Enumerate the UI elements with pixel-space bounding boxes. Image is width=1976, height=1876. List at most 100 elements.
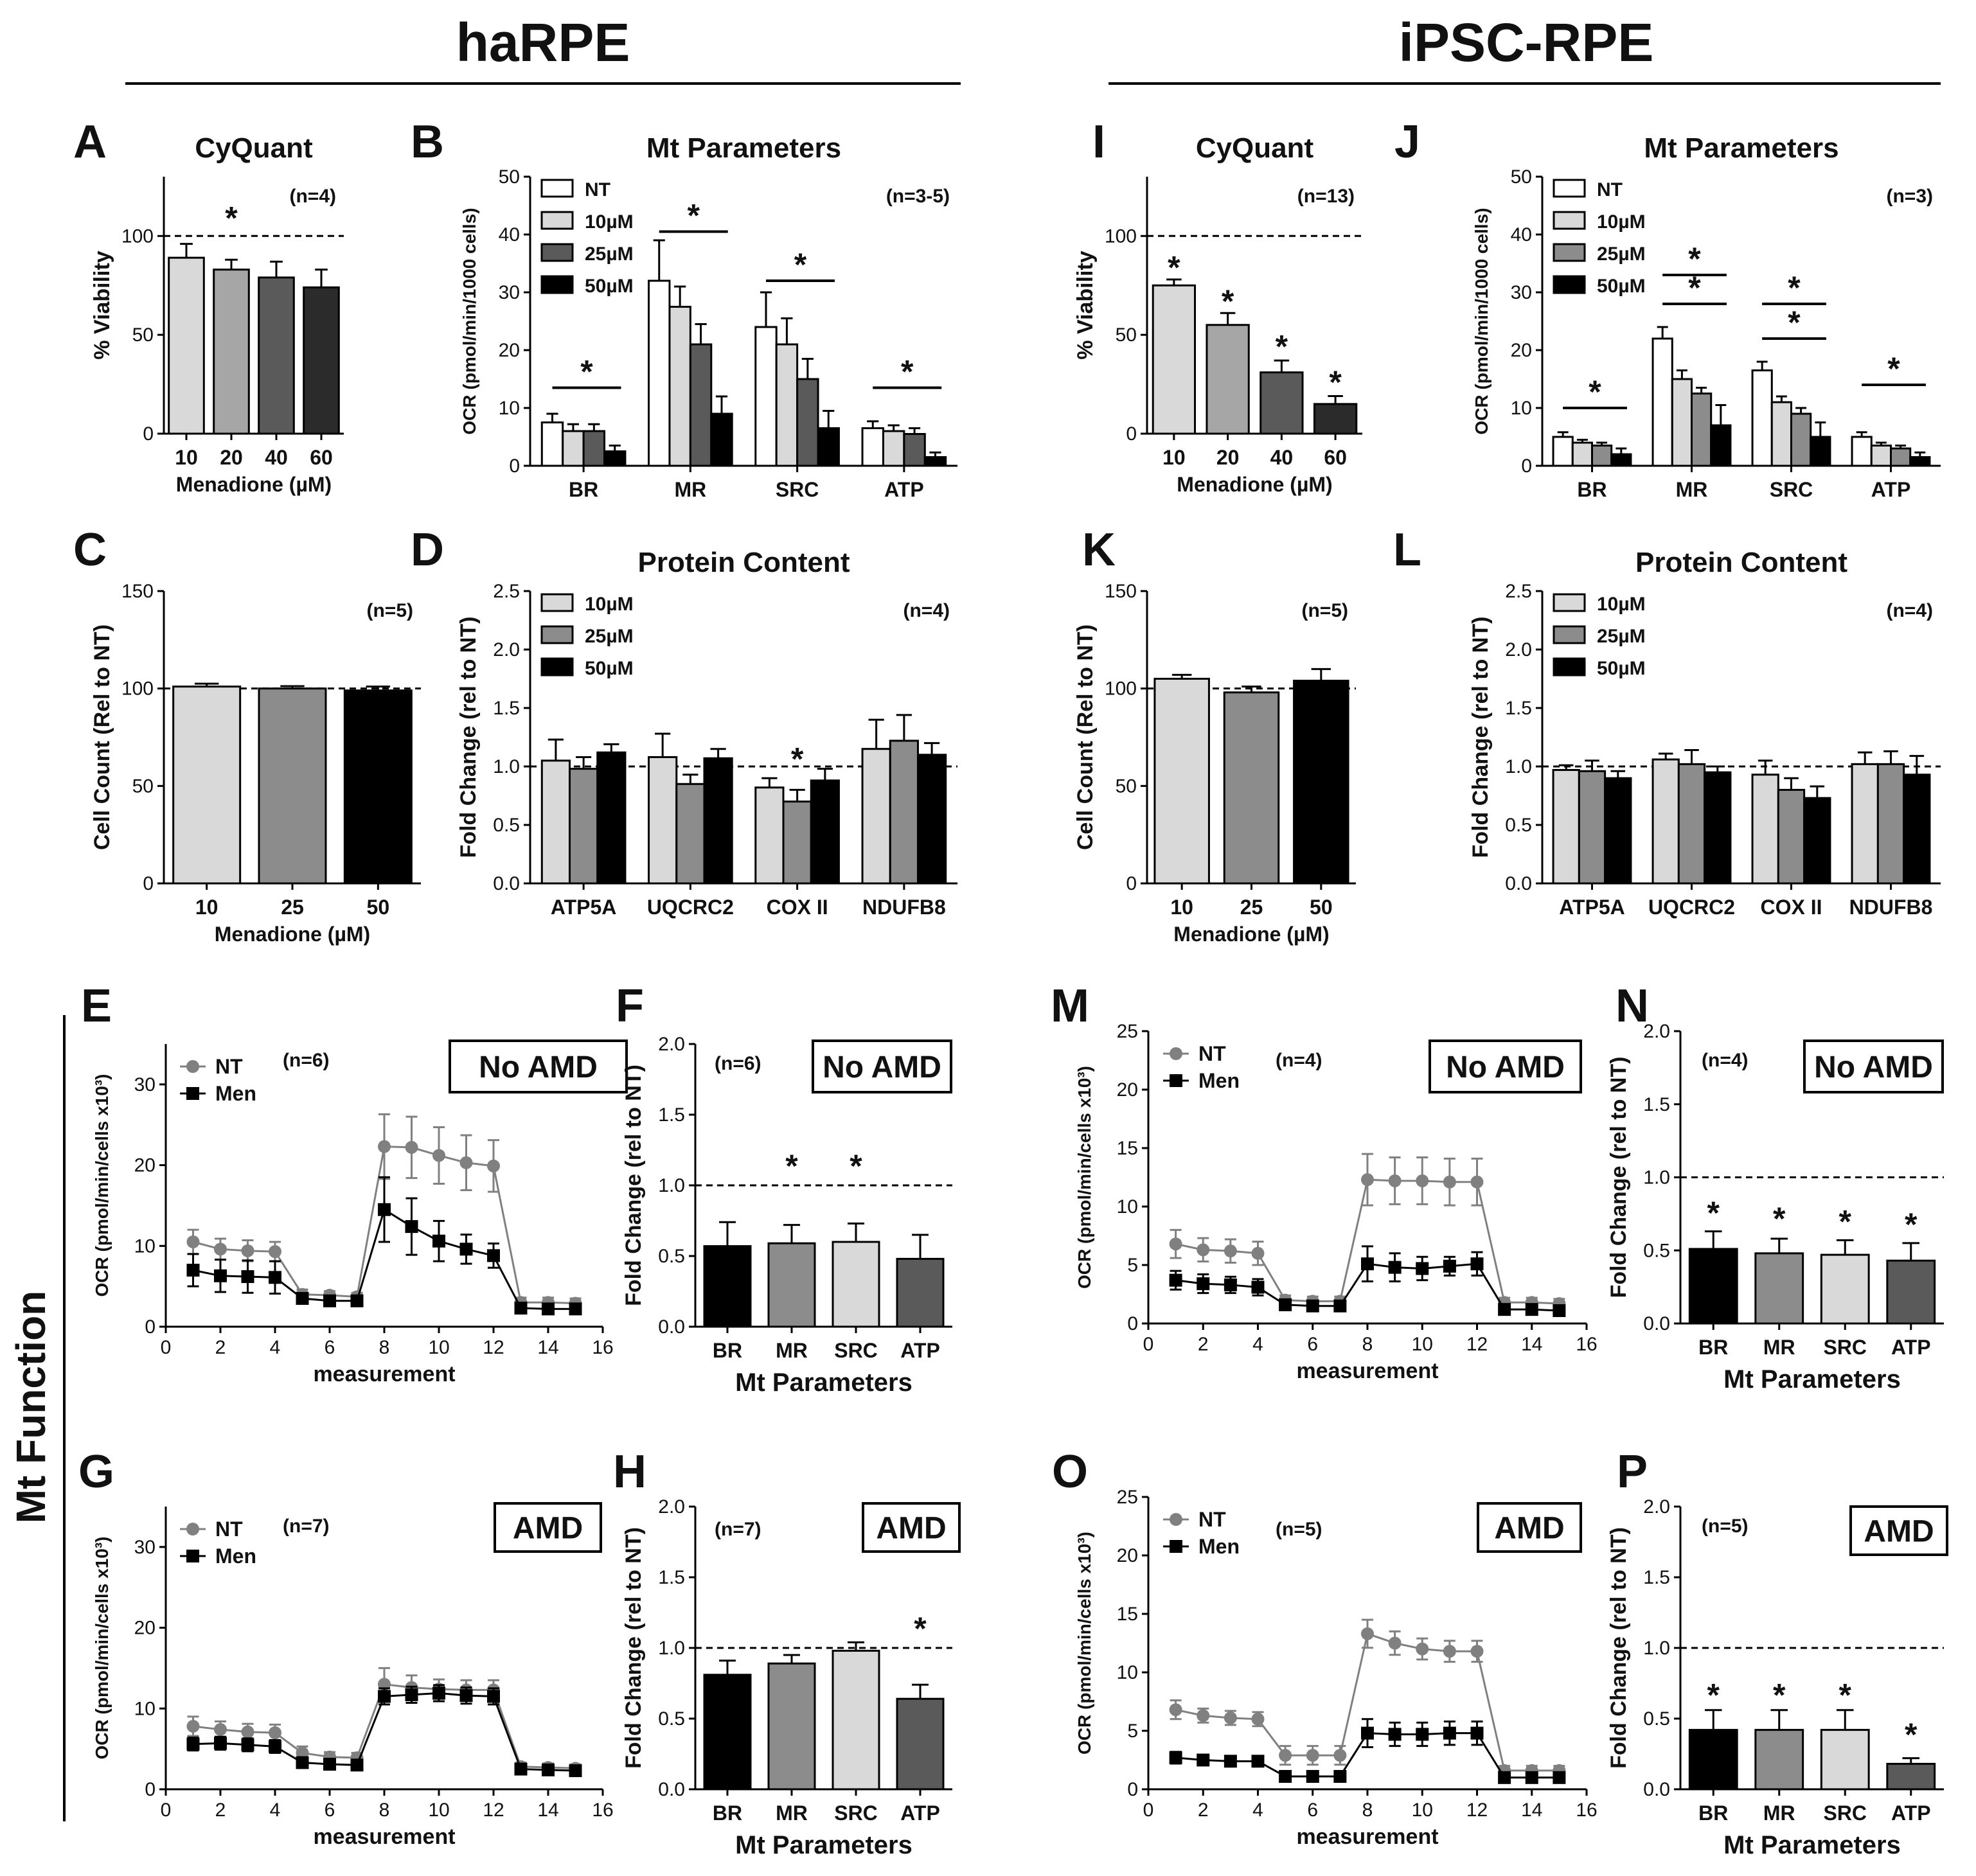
- sample-size: (n=3-5): [886, 186, 950, 207]
- significance-star: *: [1788, 270, 1801, 306]
- x-tick-label: 10: [1412, 1334, 1433, 1355]
- legend-label: Men: [215, 1082, 256, 1105]
- condition-label: No AMD: [1446, 1050, 1565, 1084]
- y-tick-label: 50: [132, 324, 154, 346]
- bar-SRC: [832, 1241, 880, 1328]
- x-tick-label: 2: [215, 1800, 226, 1821]
- svg-text:OCR (pmol/min/cells x10³): OCR (pmol/min/cells x10³): [92, 1537, 112, 1760]
- svg-text:OCR (pmol/min/1000 cells): OCR (pmol/min/1000 cells): [1472, 208, 1491, 434]
- bar-50µM-NDUFB8: [916, 754, 947, 885]
- y-tick-label: 0: [1127, 1313, 1138, 1334]
- point-Men: [1333, 1769, 1347, 1783]
- chart-K: 0 50 100 150 Cell Count (Rel to NT) 10 25 50 Men…: [1073, 524, 1356, 946]
- legend-label: 10µM: [1597, 594, 1646, 615]
- point-NT: [1361, 1627, 1374, 1640]
- y-tick-label: 150: [1105, 581, 1137, 602]
- x-tick-label: 25: [281, 896, 304, 919]
- point-Men: [542, 1302, 555, 1316]
- y-tick-label: 1.5: [658, 1104, 685, 1126]
- y-tick-label: 0.5: [658, 1708, 685, 1730]
- bar-NT-ATP: [861, 427, 884, 467]
- bar-10µM-MR: [1671, 378, 1693, 467]
- point-NT: [1470, 1175, 1484, 1189]
- x-tick-label: 6: [325, 1337, 335, 1358]
- x-tick-label: MR: [1763, 1336, 1795, 1359]
- point-Men: [1224, 1755, 1237, 1768]
- y-tick-label: 1.0: [1643, 1167, 1670, 1189]
- bar-60: [1313, 403, 1358, 435]
- x-tick-label: 12: [483, 1800, 504, 1821]
- y-tick-label: 15: [1117, 1138, 1138, 1159]
- legend-swatch: [1553, 625, 1586, 644]
- point-NT: [1169, 1237, 1182, 1251]
- legend-label: 10µM: [585, 594, 634, 615]
- bar-10µM-NDUFB8: [861, 748, 891, 885]
- chart-G: 0 10 20 30 OCR (pmol/min/cells x10³) 0 2 4 6 8 10 1…: [78, 1446, 614, 1849]
- legend-swatch: [1553, 243, 1586, 262]
- chart-title: Protein Content: [1635, 547, 1847, 578]
- legend-label: Men: [215, 1544, 256, 1568]
- legend-label: Men: [1198, 1069, 1240, 1092]
- x-axis-label: Mt Parameters: [1723, 1365, 1901, 1394]
- y-tick-label: 1.0: [493, 756, 520, 777]
- svg-text:Fold Change (rel to NT): Fold Change (rel to NT): [1468, 617, 1493, 858]
- x-tick-label: BR: [1698, 1801, 1728, 1825]
- bar-BR: [1688, 1729, 1738, 1791]
- significance-star: *: [1839, 1203, 1852, 1239]
- point-Men: [569, 1764, 582, 1778]
- legend-swatch: [540, 625, 574, 644]
- bar-NT-BR: [1552, 436, 1574, 467]
- bar-10µM-BR: [562, 430, 585, 467]
- condition-label: AMD: [513, 1512, 583, 1546]
- significance-star: *: [1329, 364, 1342, 400]
- y-axis-label: OCR (pmol/min/1000 cells): [1472, 208, 1491, 434]
- bar-MR: [767, 1662, 816, 1791]
- sample-size: (n=7): [283, 1516, 330, 1537]
- x-tick-label: 10: [1162, 446, 1186, 469]
- point-Men: [1361, 1726, 1374, 1740]
- point-Men: [1416, 1728, 1429, 1741]
- legend-swatch: [1553, 275, 1586, 294]
- y-tick-label: 10: [134, 1698, 156, 1719]
- point-Men: [1443, 1726, 1456, 1740]
- significance-star: *: [1773, 1677, 1786, 1713]
- x-tick-label: MR: [776, 1339, 808, 1362]
- condition-box: [1849, 1505, 1948, 1556]
- x-tick-label: 0: [161, 1337, 172, 1358]
- point-Men: [1498, 1771, 1511, 1784]
- bar-25µM-ATP5A: [1578, 770, 1607, 885]
- bar-10µM-SRC: [775, 343, 799, 467]
- x-tick-label: 10: [175, 446, 198, 469]
- x-tick-label: ATP: [1891, 1801, 1931, 1825]
- bar-25: [258, 687, 327, 885]
- x-tick-label: UQCRC2: [1648, 896, 1735, 919]
- bar-MR: [767, 1242, 816, 1328]
- point-NT: [1443, 1175, 1456, 1189]
- x-tick-label: 10: [1170, 896, 1193, 919]
- x-tick-label: SRC: [834, 1801, 878, 1825]
- bar-50µM-MR: [1710, 424, 1732, 467]
- sample-size: (n=13): [1297, 186, 1355, 207]
- legend-marker: [186, 1087, 199, 1100]
- bar-10µM-COX II: [754, 786, 785, 885]
- x-tick-label: 16: [1576, 1334, 1597, 1355]
- x-tick-label: BR: [713, 1339, 742, 1362]
- bar-50µM-UQCRC2: [703, 757, 733, 885]
- y-tick-label: 5: [1127, 1255, 1138, 1276]
- x-tick-label: 4: [1252, 1800, 1263, 1821]
- point-Men: [459, 1689, 473, 1703]
- legend-marker: [1170, 1540, 1182, 1553]
- significance-star: *: [785, 1148, 798, 1184]
- point-Men: [1388, 1728, 1402, 1741]
- point-Men: [1279, 1298, 1292, 1311]
- chart-title: Mt Parameters: [1644, 132, 1838, 164]
- y-tick-label: 0: [145, 1316, 156, 1338]
- svg-text:% Viability: % Viability: [1073, 251, 1098, 360]
- bar-25µM-ATP5A: [569, 768, 599, 885]
- bar-10: [172, 686, 242, 885]
- y-tick-label: 0.5: [1505, 815, 1532, 836]
- x-tick-label: NDUFB8: [1849, 896, 1933, 919]
- point-Men: [350, 1758, 364, 1772]
- x-tick-label: 10: [428, 1337, 449, 1358]
- x-tick-label: 10: [428, 1800, 449, 1821]
